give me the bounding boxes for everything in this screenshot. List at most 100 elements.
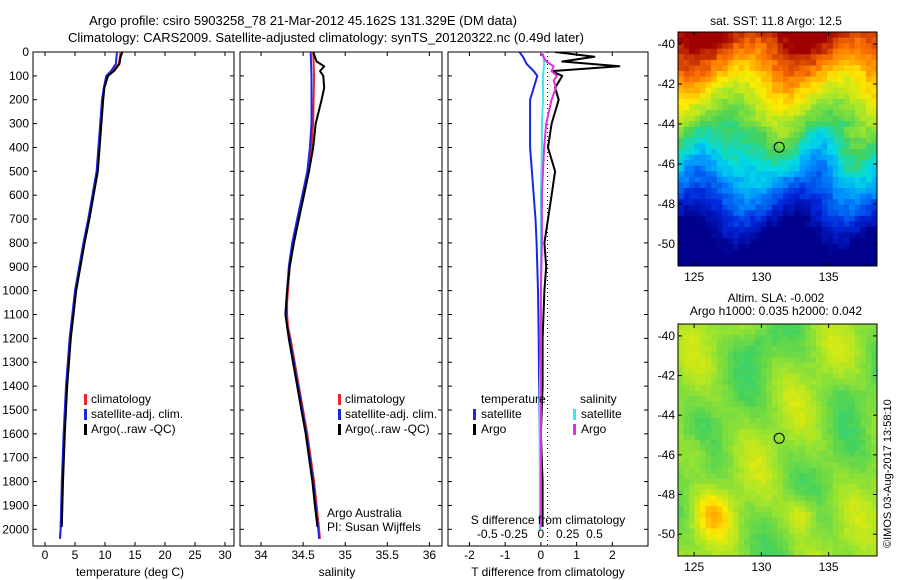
sst-cell <box>821 243 828 250</box>
sst-cell <box>865 227 872 234</box>
sst-cell <box>749 48 756 55</box>
sla-cell <box>705 539 712 546</box>
sst-cell <box>705 176 712 183</box>
sla-cell <box>766 511 773 518</box>
sla-cell <box>816 346 823 353</box>
sla-cell <box>821 340 828 347</box>
sla-cell <box>716 351 723 358</box>
sla-cell <box>805 390 812 397</box>
sla-cell <box>760 362 767 369</box>
sla-cell <box>849 362 856 369</box>
sst-cell <box>716 93 723 100</box>
sla-cell <box>854 401 861 408</box>
sst-cell <box>689 121 696 128</box>
sla-cell <box>788 489 795 496</box>
header-subtitle: Climatology: CARS2009. Satellite-adjuste… <box>68 30 584 45</box>
sla-cell <box>816 406 823 413</box>
sla-cell <box>678 478 685 485</box>
sst-cell <box>827 238 834 245</box>
sst-cell <box>849 149 856 156</box>
sla-cell <box>799 506 806 513</box>
sst-cell <box>832 110 839 117</box>
sla-cell <box>722 544 729 551</box>
sla-cell <box>678 484 685 491</box>
sst-cell <box>816 48 823 55</box>
sla-cell <box>810 384 817 391</box>
sst-cell <box>771 260 778 267</box>
sla-cell <box>749 528 756 535</box>
sst-cell <box>733 121 740 128</box>
sst-cell <box>683 243 690 250</box>
sla-cell <box>722 379 729 386</box>
sst-cell <box>755 137 762 144</box>
sla-cell <box>854 456 861 463</box>
sst-cell <box>843 243 850 250</box>
sst-cell <box>860 104 867 111</box>
sst-cell <box>694 93 701 100</box>
sla-cell <box>766 373 773 380</box>
sla-cell <box>799 489 806 496</box>
sla-cell <box>727 550 734 557</box>
sla-cell <box>838 324 845 331</box>
sst-cell <box>838 249 845 256</box>
sst-cell <box>794 227 801 234</box>
sst-cell <box>788 32 795 39</box>
sst-cell <box>794 87 801 94</box>
sla-cell <box>705 517 712 524</box>
sst-cell <box>733 93 740 100</box>
sst-cell <box>722 160 729 167</box>
sla-cell <box>755 362 762 369</box>
sst-cell <box>705 210 712 217</box>
sst-cell <box>843 149 850 156</box>
sla-cell <box>700 522 707 529</box>
sla-cell <box>755 379 762 386</box>
sst-cell <box>843 143 850 150</box>
legend-label-s-satellite: satellite <box>581 407 622 421</box>
sla-cell <box>700 539 707 546</box>
sst-cell <box>827 137 834 144</box>
sla-cell <box>843 522 850 529</box>
sst-cell <box>816 232 823 239</box>
sst-cell <box>683 204 690 211</box>
sst-cell <box>788 182 795 189</box>
sst-cell <box>816 215 823 222</box>
sst-cell <box>794 43 801 50</box>
sst-cell <box>733 176 740 183</box>
sst-cell <box>805 193 812 200</box>
sst-cell <box>816 154 823 161</box>
sst-cell <box>771 82 778 89</box>
sst-cell <box>810 260 817 267</box>
sla-cell <box>810 456 817 463</box>
sla-cell <box>733 417 740 424</box>
sla-cell <box>766 500 773 507</box>
sla-cell <box>832 329 839 336</box>
sst-cell <box>689 210 696 217</box>
sla-cell <box>678 462 685 469</box>
sst-cell <box>843 37 850 44</box>
sla-cell <box>689 478 696 485</box>
sla-cell <box>727 384 734 391</box>
sst-cell <box>700 54 707 61</box>
sla-cell <box>783 379 790 386</box>
sla-cell <box>816 340 823 347</box>
sst-cell <box>749 143 756 150</box>
sst-cell <box>766 227 773 234</box>
sla-cell <box>788 434 795 441</box>
sst-cell <box>849 221 856 228</box>
sla-cell <box>816 467 823 474</box>
sla-cell <box>865 451 872 458</box>
sla-cell <box>678 351 685 358</box>
sla-cell <box>854 324 861 331</box>
sla-cell <box>860 384 867 391</box>
sla-cell <box>777 506 784 513</box>
sla-cell <box>694 528 701 535</box>
sla-cell <box>843 340 850 347</box>
sla-cell <box>843 467 850 474</box>
sst-cell <box>744 215 751 222</box>
sla-cell <box>821 428 828 435</box>
sla-cell <box>683 428 690 435</box>
sla-cell <box>760 395 767 402</box>
sla-cell <box>777 412 784 419</box>
sla-cell <box>810 539 817 546</box>
sla-cell <box>711 428 718 435</box>
